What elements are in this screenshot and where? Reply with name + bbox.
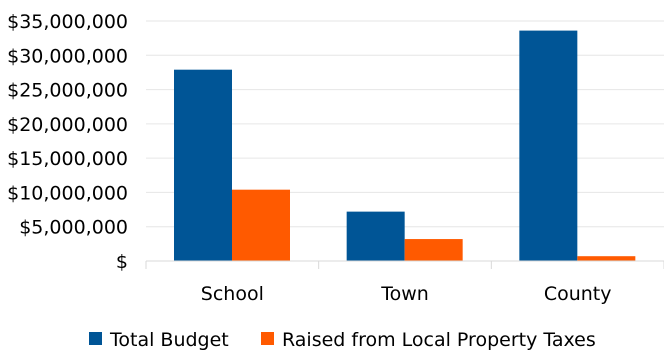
legend: Total Budget Raised from Local Property T…: [89, 329, 596, 351]
x-axis: [145, 260, 664, 269]
bar-town-raised-from-local-property-taxes: [404, 239, 463, 261]
x-category-label-town: Town: [380, 283, 429, 305]
legend-swatch-raised-from-local-property-taxes: [261, 332, 274, 345]
y-tick-label: $5,000,000: [19, 217, 128, 239]
y-tick-label: $25,000,000: [7, 80, 128, 102]
bar-town-total-budget: [346, 211, 405, 261]
legend-label-raised-from-local-property-taxes: Raised from Local Property Taxes: [282, 329, 596, 351]
y-tick-label: $15,000,000: [7, 148, 128, 170]
y-tick-label: $: [116, 251, 128, 273]
x-axis-category-labels: School Town County: [201, 283, 612, 305]
bars: [174, 30, 636, 261]
y-tick-label: $10,000,000: [7, 182, 128, 204]
bar-school-total-budget: [174, 69, 232, 261]
y-tick-label: $30,000,000: [7, 45, 128, 67]
x-category-label-school: School: [201, 283, 264, 305]
legend-swatch-total-budget: [89, 332, 102, 345]
y-tick-label: $20,000,000: [7, 114, 128, 136]
x-category-label-county: County: [544, 283, 612, 305]
bar-county-total-budget: [519, 30, 578, 261]
bar-school-raised-from-local-property-taxes: [232, 189, 290, 261]
bar-county-raised-from-local-property-taxes: [577, 256, 636, 261]
y-axis-tick-labels: $ $5,000,000 $10,000,000 $15,000,000 $20,000…: [7, 11, 128, 273]
legend-label-total-budget: Total Budget: [109, 329, 229, 351]
y-tick-label: $35,000,000: [7, 11, 128, 33]
